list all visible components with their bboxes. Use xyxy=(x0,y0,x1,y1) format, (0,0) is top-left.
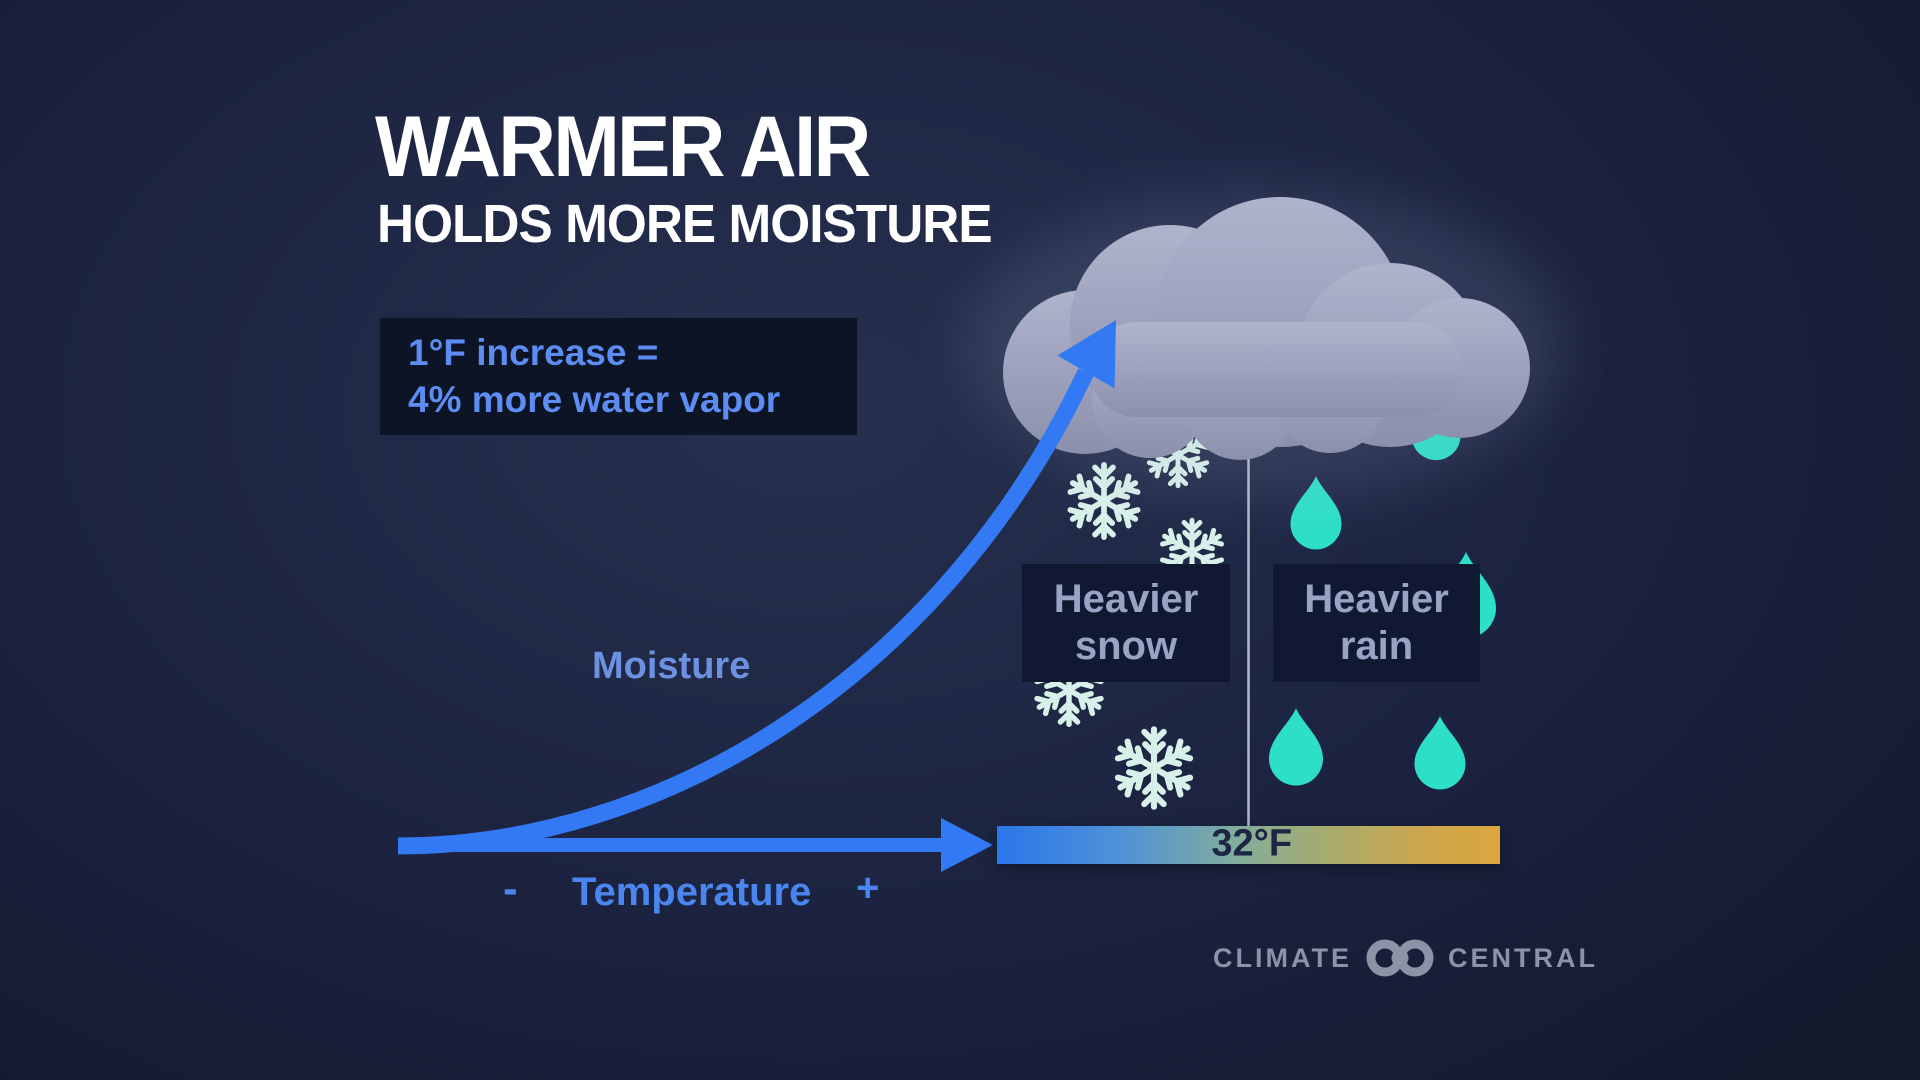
moisture-axis-label: Moisture xyxy=(592,645,751,687)
snowflake-icon xyxy=(1116,729,1193,806)
page-title: WARMER AIR xyxy=(375,99,871,195)
infinity-logo-icon xyxy=(1366,939,1434,977)
heavier-snow-line2: snow xyxy=(1074,624,1178,668)
fact-callout-line1: 1°F increase = xyxy=(408,331,659,373)
page-subtitle: HOLDS MORE MOISTURE xyxy=(377,194,993,254)
heavier-rain-line2: rain xyxy=(1339,624,1414,668)
raindrop-icon xyxy=(1269,708,1323,786)
moisture-curve-arrow xyxy=(397,320,1116,855)
temperature-axis-arrow xyxy=(398,818,993,872)
heavier-rain-line1: Heavier xyxy=(1304,577,1449,621)
raindrop-icon xyxy=(1414,716,1466,790)
fact-callout-line2: 4% more water vapor xyxy=(408,379,781,420)
heavier-snow-line1: Heavier xyxy=(1053,577,1199,621)
temperature-plus-symbol: + xyxy=(856,866,880,910)
logo-word-central: CENTRAL xyxy=(1447,942,1598,973)
heavier-rain-label: Heavier rain xyxy=(1273,564,1480,682)
temperature-minus-symbol: - xyxy=(503,864,518,913)
heavier-snow-label: Heavier snow xyxy=(1022,564,1230,682)
fact-callout: 1°F increase = 4% more water vapor xyxy=(380,318,857,435)
temperature-axis-label: Temperature xyxy=(572,870,812,914)
temperature-gradient-bar: 32°F xyxy=(997,822,1500,865)
freezing-point-label: 32°F xyxy=(1211,822,1293,865)
climate-central-logo: CLIMATE CENTRAL xyxy=(1213,936,1598,980)
cloud-icon xyxy=(1003,197,1530,460)
logo-word-climate: CLIMATE xyxy=(1213,942,1352,973)
